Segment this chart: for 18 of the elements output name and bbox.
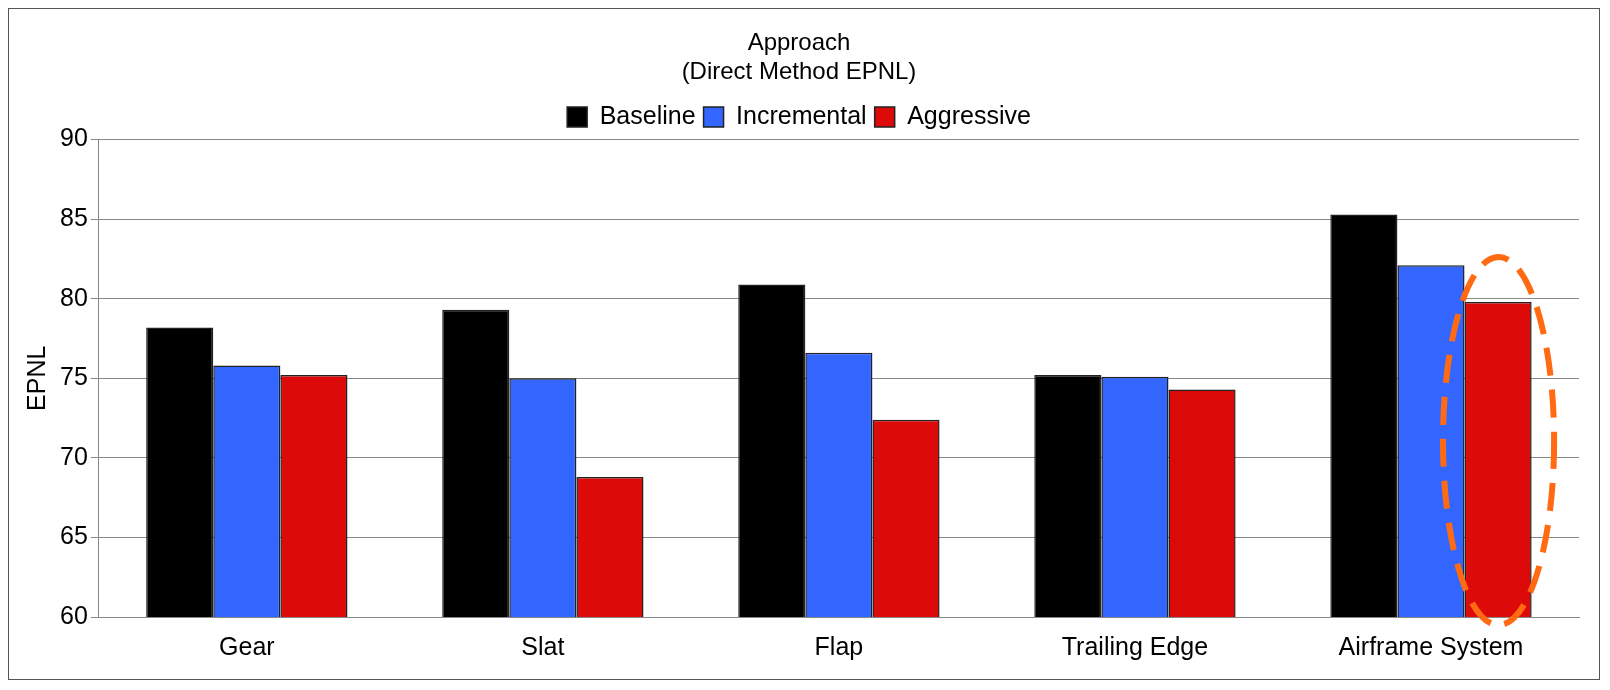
x-tick-label: Trailing Edge [1061, 631, 1209, 660]
y-axis-title: EPNL [21, 345, 50, 411]
y-tick-label: 75 [60, 362, 88, 391]
legend-label: Incremental [736, 100, 867, 129]
x-tick-label: Airframe System [1338, 631, 1524, 660]
y-tick-label: 60 [60, 600, 88, 629]
y-tick-label: 90 [60, 123, 88, 152]
y-tick-label: 85 [60, 203, 88, 232]
y-tick-label: 65 [60, 521, 88, 550]
chart-subtitle: (Direct Method EPNL) [681, 56, 917, 84]
y-tick-label: 70 [60, 441, 88, 470]
x-tick-label: Gear [219, 631, 275, 660]
x-tick-label: Slat [521, 631, 565, 660]
y-tick-label: 80 [60, 282, 88, 311]
x-tick-label: Flap [814, 631, 864, 660]
legend-label: Baseline [599, 100, 696, 129]
legend-label: Aggressive [907, 100, 1031, 129]
chart-title: Approach [747, 28, 851, 56]
